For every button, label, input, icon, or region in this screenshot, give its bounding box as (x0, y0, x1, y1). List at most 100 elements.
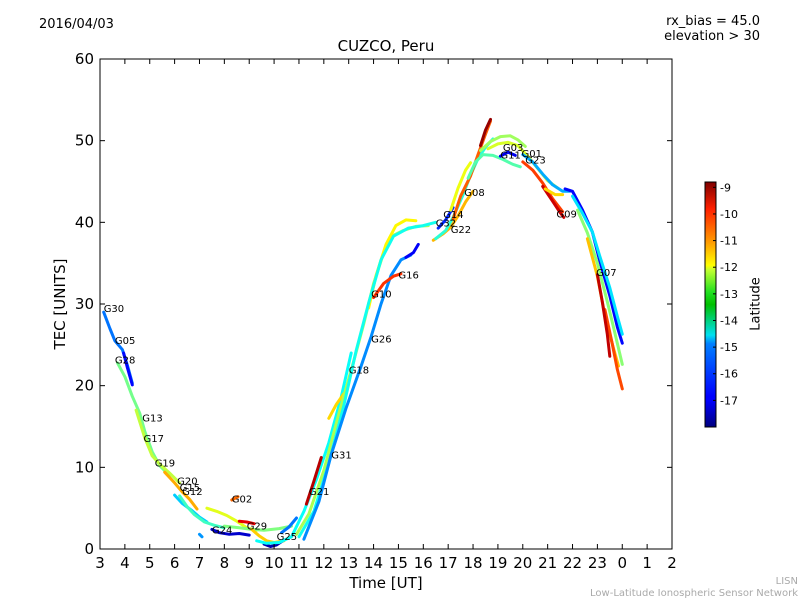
sat-label-g23: G23 (525, 155, 545, 166)
x-tick-label: 0 (617, 554, 627, 572)
x-tick-label: 18 (463, 554, 482, 572)
x-axis-label: Time [UT] (349, 574, 423, 592)
x-tick-label: 4 (120, 554, 130, 572)
tec-trace-40 (576, 208, 624, 366)
x-tick-label: 19 (488, 554, 507, 572)
elevation-annotation: elevation > 30 (664, 29, 760, 44)
tec-trace-3 (134, 408, 182, 485)
y-tick-label: 40 (75, 213, 94, 231)
x-tick-label: 8 (220, 554, 230, 572)
sat-label-g24: G24 (212, 525, 232, 536)
tec-trace-37 (543, 187, 565, 197)
credit-lisn: LISN (775, 576, 798, 587)
sat-label-g16: G16 (398, 271, 418, 282)
tec-trace-43 (595, 273, 612, 358)
x-tick-label: 1 (642, 554, 652, 572)
sat-label-g09: G09 (556, 209, 576, 220)
credit-network: Low-Latitude Ionospheric Sensor Network (590, 588, 798, 599)
colorbar-tick-label: -13 (720, 288, 738, 301)
x-tick-label: 12 (314, 554, 333, 572)
x-tick-label: 16 (414, 554, 433, 572)
sat-label-g12: G12 (182, 487, 202, 498)
x-tick-label: 13 (339, 554, 358, 572)
tec-trace-23 (372, 272, 403, 299)
colorbar-tick-label: -12 (720, 261, 738, 274)
sat-label-g08: G08 (464, 188, 484, 199)
sat-label-g29: G29 (247, 521, 267, 532)
tec-trace-26 (436, 206, 455, 230)
x-tick-label: 21 (538, 554, 557, 572)
rx-bias-annotation: rx_bias = 45.0 (666, 14, 760, 29)
colorbar-tick-label: -9 (720, 181, 731, 194)
tec-trace-39 (571, 194, 624, 336)
y-tick-label: 50 (75, 132, 94, 150)
colorbar-tick-label: -16 (720, 368, 738, 381)
colorbar-tick-label: -10 (720, 208, 738, 221)
sat-label-g10: G10 (371, 289, 391, 300)
tec-trace-33 (498, 150, 517, 158)
x-tick-label: 5 (145, 554, 155, 572)
colorbar-tick-label: -17 (720, 394, 738, 407)
y-axis-label: TEC [UNITS] (51, 258, 69, 350)
sat-label-g32: G32 (436, 218, 456, 229)
tec-trace-11 (237, 519, 256, 526)
sat-label-g21: G21 (309, 487, 329, 498)
tec-trace-16 (304, 456, 323, 506)
tec-trace-15 (280, 516, 298, 535)
tec-trace-4 (163, 470, 199, 511)
tec-trace-31 (479, 134, 527, 152)
y-tick-label: 10 (75, 458, 94, 476)
tec-trace-9 (198, 532, 204, 539)
x-tick-label: 17 (439, 554, 458, 572)
tec-trace-10 (222, 524, 293, 532)
colorbar-tick-label: -14 (720, 314, 738, 327)
tec-trace-21 (302, 253, 413, 541)
latitude-colorbar: -9 -10 -11 -12 -13 -14 -15 -16 -17 (704, 181, 738, 428)
chart-title: CUZCO, Peru (337, 37, 435, 55)
x-tick-label: 7 (195, 554, 205, 572)
tec-trace-42 (603, 308, 624, 391)
tec-trace-22 (404, 242, 420, 259)
tec-trace-1 (122, 351, 134, 387)
tec-trace-30 (466, 153, 522, 180)
sat-label-g11: G11 (500, 151, 520, 162)
x-tick-label: 15 (389, 554, 408, 572)
sat-label-g01: G01 (522, 149, 542, 160)
y-tick-label: 0 (84, 540, 94, 558)
sat-label-g07: G07 (596, 268, 616, 279)
sat-label-g17: G17 (144, 434, 164, 445)
sat-label-g05: G05 (115, 336, 135, 347)
sat-label-g02: G02 (232, 494, 252, 505)
x-tick-label: 23 (588, 554, 607, 572)
sat-label-g26: G26 (371, 334, 391, 345)
x-tick-label: 2 (667, 554, 677, 572)
x-tick-label: 3 (95, 554, 105, 572)
tec-trace-6 (178, 494, 226, 530)
colorbar-tick-label: -11 (720, 235, 738, 248)
x-tick-label: 20 (513, 554, 532, 572)
sat-label-g13: G13 (142, 414, 162, 425)
sat-label-g15: G15 (180, 483, 200, 494)
x-tick-label: 9 (244, 554, 254, 572)
tec-trace-36 (521, 153, 572, 193)
colorbar-gradient (704, 181, 717, 428)
sat-label-g03: G03 (503, 143, 523, 154)
sat-label-g31: G31 (331, 450, 351, 461)
y-tick-label: 30 (75, 295, 94, 313)
y-tick-label: 60 (75, 50, 94, 68)
x-tick-label: 10 (265, 554, 284, 572)
sat-label-g19: G19 (155, 458, 175, 469)
x-tick-label: 14 (364, 554, 383, 572)
y-tick-label: 20 (75, 377, 94, 395)
tec-trace-27 (449, 161, 473, 212)
tec-trace-8 (210, 527, 251, 537)
tec-trace-35 (541, 184, 566, 219)
tec-trace-17 (327, 392, 346, 420)
colorbar-label: Latitude (748, 277, 764, 331)
tec-trace-34 (521, 160, 565, 214)
tec-trace-29 (479, 117, 492, 148)
tec-trace-14 (255, 351, 353, 545)
sat-label-g20: G20 (177, 476, 197, 487)
